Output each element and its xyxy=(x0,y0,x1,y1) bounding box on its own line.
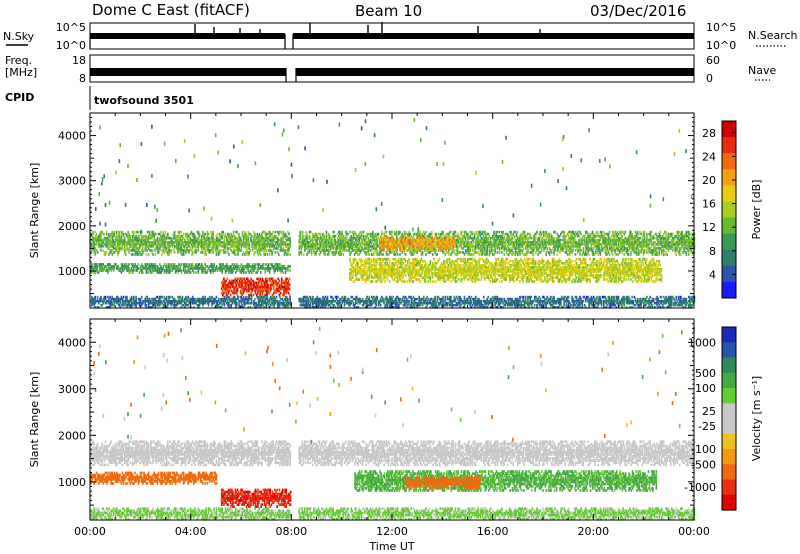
y-tick-label: 3000 xyxy=(58,175,86,188)
data-band-5 xyxy=(90,507,695,520)
colorbar-segment xyxy=(722,495,736,511)
colorbar-tick-label: -500 xyxy=(691,458,716,471)
y-tick-label: 1000 xyxy=(58,476,86,489)
colorbar-segment xyxy=(722,388,736,404)
colorbar-segment xyxy=(722,358,736,374)
nave-label: Nave xyxy=(748,64,776,77)
noise-tick-high-right: 10^5 xyxy=(706,21,736,34)
y-axis-label: Slant Range [km] xyxy=(28,372,41,468)
freq-tick-high: 18 xyxy=(72,54,86,67)
noise-tick-low-left: 10^0 xyxy=(56,39,86,52)
colorbar-segment xyxy=(722,282,736,299)
y-tick-label: 2000 xyxy=(58,429,86,442)
colorbar-label: Power [dB] xyxy=(750,180,763,240)
colorbar-segment xyxy=(722,480,736,496)
figure: Dome C East (fitACF) Beam 10 03/Dec/2016… xyxy=(0,0,800,554)
y-axis-label: Slant Range [km] xyxy=(28,163,41,259)
freq-trace xyxy=(90,68,694,82)
data-band-2 xyxy=(221,489,292,508)
data-band-3 xyxy=(354,470,657,492)
noise-tick-high-left: 10^5 xyxy=(56,21,86,34)
colorbar-tick-label: 500 xyxy=(695,367,716,380)
x-tick-label: 00:00 xyxy=(74,525,106,538)
colorbar-tick-label: 24 xyxy=(702,150,716,163)
colorbar-tick-label: 4 xyxy=(709,268,716,281)
x-tick-label: 04:00 xyxy=(175,525,207,538)
noise-trace xyxy=(90,22,694,49)
data-band-5 xyxy=(90,296,695,309)
colorbar-segment xyxy=(722,185,736,202)
x-axis-label: Time UT xyxy=(368,540,414,553)
colorbar-segment xyxy=(722,327,736,343)
radar-title: Dome C East (fitACF) xyxy=(92,1,250,19)
colorbar-label: Velocity [m s⁻¹] xyxy=(750,376,763,461)
x-tick-label: 08:00 xyxy=(275,525,307,538)
colorbar-segment xyxy=(722,464,736,480)
y-tick-label: 4000 xyxy=(58,130,86,143)
freq-tick-low: 8 xyxy=(79,72,86,85)
data-band-0 xyxy=(90,440,695,466)
beam-label: Beam 10 xyxy=(355,2,422,20)
date-label: 03/Dec/2016 xyxy=(590,2,686,20)
x-tick-label: 12:00 xyxy=(376,525,408,538)
velocity-panel: 1000 2000 3000 4000 Slant Range [km] xyxy=(28,319,695,521)
colorbar-segment xyxy=(722,342,736,358)
colorbar-segment xyxy=(722,218,736,235)
colorbar-tick-label: 12 xyxy=(702,221,716,234)
colorbar-tick-label: -1000 xyxy=(684,481,716,494)
data-cells xyxy=(90,118,695,309)
colorbar-segment xyxy=(722,250,736,267)
data-band-3 xyxy=(349,258,662,283)
colorbar-segment xyxy=(722,434,736,450)
power-panel: 1000 2000 3000 4000 Slant Range [km] xyxy=(28,113,695,309)
colorbar-tick-label: 28 xyxy=(702,127,716,140)
power-colorbar: 4 8 12 16 20 24 28 Power [dB] xyxy=(702,121,763,299)
nave-tick-high: 60 xyxy=(706,54,720,67)
cpid-label: CPID xyxy=(5,91,34,104)
colorbar-segment xyxy=(722,419,736,435)
nave-tick-low: 0 xyxy=(706,72,713,85)
data-band-2 xyxy=(221,278,291,297)
colorbar-tick-label: 16 xyxy=(702,198,716,211)
noise-tick-low-right: 10^0 xyxy=(706,39,736,52)
colorbar-tick-label: -25 xyxy=(698,420,716,433)
data-band-1 xyxy=(90,472,217,485)
x-tick-label: 20:00 xyxy=(577,525,609,538)
cpid-value: twofsound 3501 xyxy=(94,94,194,107)
colorbar-segment xyxy=(722,169,736,186)
colorbar-segment xyxy=(722,137,736,154)
y-tick-label: 2000 xyxy=(58,220,86,233)
colorbar-tick-label: 1000 xyxy=(688,336,716,349)
colorbar-tick-label: 100 xyxy=(695,382,716,395)
data-band-1 xyxy=(90,263,291,274)
colorbar-segment xyxy=(722,153,736,170)
colorbar-segment xyxy=(722,449,736,465)
freq-unit-label: [MHz] xyxy=(5,66,37,79)
y-tick-label: 3000 xyxy=(58,383,86,396)
velocity-colorbar: 1000 500 100 25 -25 -100 -500 -1000 Velocity [m … xyxy=(684,327,763,511)
nsky-label: N.Sky xyxy=(3,30,35,43)
colorbar-segment xyxy=(722,121,736,138)
colorbar-tick-label: 25 xyxy=(702,405,716,418)
colorbar-segment xyxy=(722,373,736,389)
colorbar-tick-label: -100 xyxy=(691,443,716,456)
colorbar-tick-label: 8 xyxy=(709,245,716,258)
colorbar-tick-label: 20 xyxy=(702,174,716,187)
y-tick-label: 4000 xyxy=(58,336,86,349)
time-axis: 00:00 04:00 08:00 12:00 16:00 20:00 00:00 xyxy=(74,525,710,538)
y-tick-label: 1000 xyxy=(58,265,86,278)
nsearch-label: N.Search xyxy=(748,29,798,42)
x-tick-label: 16:00 xyxy=(477,525,509,538)
colorbar-segment xyxy=(722,234,736,251)
data-cells xyxy=(90,327,695,521)
sparse-echoes xyxy=(95,118,692,235)
colorbar-segment xyxy=(722,403,736,419)
x-tick-label: 00:00 xyxy=(678,525,710,538)
sparse-echoes xyxy=(93,327,694,444)
